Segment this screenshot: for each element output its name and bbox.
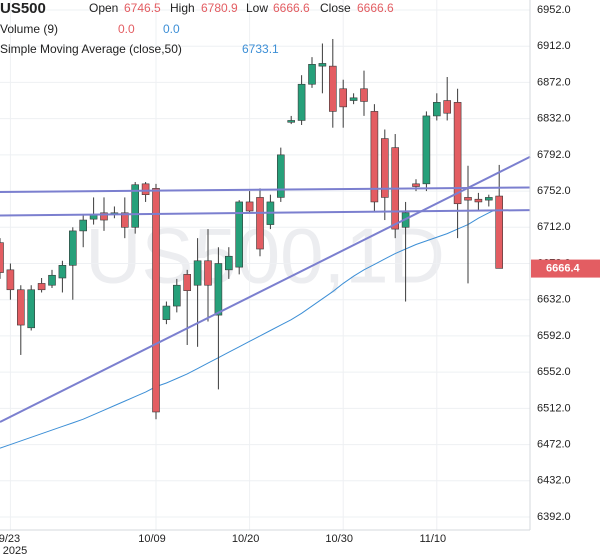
y-tick-label: 6752.0 xyxy=(537,185,571,197)
candle-body xyxy=(69,230,77,266)
trendline xyxy=(0,155,531,423)
candle-body xyxy=(141,183,150,195)
y-tick-label: 6832.0 xyxy=(537,113,571,125)
year-label: 2025 xyxy=(3,545,27,557)
candle-body xyxy=(412,183,420,187)
trendline xyxy=(0,186,531,193)
x-tick-label: 10/09 xyxy=(138,533,166,545)
last-price-label: 6666.4 xyxy=(546,262,581,274)
close-label: Close xyxy=(320,1,351,15)
y-tick-label: 6552.0 xyxy=(537,366,571,378)
candle-body xyxy=(204,260,212,286)
trendline xyxy=(0,209,531,217)
candle-body xyxy=(474,198,483,203)
candle-body xyxy=(297,83,306,121)
candle-body xyxy=(214,263,223,316)
candle-body xyxy=(432,102,441,117)
candle-body xyxy=(287,120,296,123)
close-value: 6666.6 xyxy=(357,1,394,15)
y-tick-label: 6792.0 xyxy=(537,149,571,161)
sma-label: Simple Moving Average (close,50) xyxy=(0,42,182,56)
candle-body xyxy=(339,88,348,108)
candle-body xyxy=(380,138,389,198)
y-tick-label: 6712.0 xyxy=(537,221,571,233)
y-tick-label: 6512.0 xyxy=(537,402,571,414)
watermark: US500,1D xyxy=(85,212,445,300)
volume-value: 0.0 xyxy=(118,22,135,36)
candle-body xyxy=(370,111,379,203)
candle-body xyxy=(308,64,316,85)
candle-body xyxy=(58,265,67,279)
candle-body xyxy=(79,219,87,232)
low-value: 6666.6 xyxy=(273,1,310,15)
last-price-box xyxy=(531,259,600,278)
y-tick-label: 6592.0 xyxy=(537,330,571,342)
candle-body xyxy=(152,188,160,413)
y-tick-label: 6392.0 xyxy=(537,511,571,523)
y-tick-label: 6632.0 xyxy=(537,294,571,306)
x-tick-label: 10/30 xyxy=(325,533,353,545)
candle-body xyxy=(48,274,56,286)
sma-line xyxy=(0,207,500,449)
candle-body xyxy=(193,260,202,286)
candle-body xyxy=(453,102,462,205)
volume-label: Volume (9) xyxy=(0,22,58,36)
y-tick-label: 6952.0 xyxy=(537,4,571,16)
x-tick-label: 11/10 xyxy=(419,533,446,545)
volume-value: 0.0 xyxy=(163,22,180,36)
candle-body xyxy=(245,201,254,212)
high-value: 6780.9 xyxy=(201,1,238,15)
candle-body xyxy=(162,305,171,320)
candle-body xyxy=(484,197,493,201)
candle-body xyxy=(16,289,25,326)
candle-body xyxy=(100,212,108,221)
candle-body xyxy=(173,284,181,307)
x-tick-label: 10/20 xyxy=(232,533,260,545)
candle-body xyxy=(183,274,191,291)
candle-body xyxy=(27,289,36,329)
candle-body xyxy=(443,100,452,114)
candle-body xyxy=(422,115,431,185)
plot-area: US500,1D xyxy=(0,0,531,530)
candle-body xyxy=(131,184,139,228)
candle-body xyxy=(256,197,264,250)
sma-value: 6733.1 xyxy=(242,42,279,56)
open-label: Open xyxy=(89,1,118,15)
candle-body xyxy=(235,201,243,268)
candle-body xyxy=(349,97,358,101)
x-tick-label: 09/23 xyxy=(0,533,20,545)
candle-body xyxy=(0,242,4,273)
y-tick-label: 6872.0 xyxy=(537,76,571,88)
y-tick-label: 6912.0 xyxy=(537,40,571,52)
candle-body xyxy=(37,283,46,291)
candle-body xyxy=(328,65,337,112)
symbol: US500 xyxy=(0,0,46,17)
high-label: High xyxy=(170,1,195,15)
candle-body xyxy=(6,269,15,291)
candle-body xyxy=(225,255,233,271)
low-label: Low xyxy=(246,1,268,15)
y-tick-label: 6432.0 xyxy=(537,475,571,487)
candle-body xyxy=(276,154,285,198)
candle-body xyxy=(464,197,472,201)
candle-body xyxy=(121,212,129,228)
candle-body xyxy=(495,195,504,269)
candle-body xyxy=(360,88,368,102)
y-tick-label: 6472.0 xyxy=(537,438,571,450)
candle-body xyxy=(318,63,327,67)
open-value: 6746.5 xyxy=(124,1,161,15)
